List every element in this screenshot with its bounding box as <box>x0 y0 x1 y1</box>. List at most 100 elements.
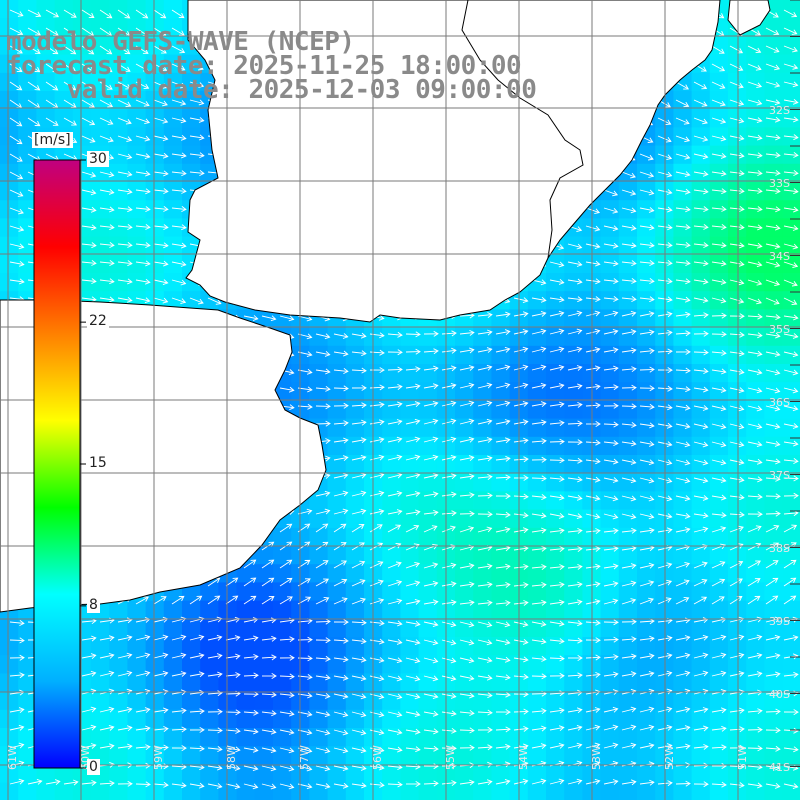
wind-arrow <box>405 561 421 569</box>
wind-arrow <box>207 746 223 753</box>
wind-cell <box>637 655 656 674</box>
wind-cell <box>109 163 128 183</box>
wind-arrow <box>207 764 223 771</box>
wind-arrow <box>9 620 25 627</box>
wind-cell <box>400 709 420 729</box>
wind-arrow <box>225 783 241 790</box>
wind-arrow <box>9 637 25 644</box>
wind-arrow <box>675 188 691 195</box>
wind-cell <box>309 546 329 565</box>
wind-arrow <box>405 711 421 718</box>
wind-arrow <box>729 476 745 483</box>
wind-arrow <box>225 764 241 771</box>
wind-cell <box>345 527 365 547</box>
wind-cell <box>327 600 347 620</box>
wind-cell <box>163 655 183 674</box>
wind-cell <box>546 691 565 711</box>
wind-arrow <box>459 744 475 751</box>
wind-cell <box>163 254 183 274</box>
wind-arrow <box>567 365 583 371</box>
wind-arrow <box>459 692 475 699</box>
wind-cell <box>455 655 474 674</box>
wind-cell <box>527 618 547 638</box>
wind-cell <box>673 764 693 784</box>
lat-label: 36S <box>769 396 790 409</box>
wind-arrow <box>117 206 133 213</box>
wind-cell <box>746 91 765 110</box>
wind-cell <box>200 673 219 693</box>
wind-arrow <box>531 545 547 552</box>
wind-cell <box>218 709 238 729</box>
wind-arrow <box>549 420 565 426</box>
wind-arrow <box>783 635 799 641</box>
wind-arrow <box>171 707 187 714</box>
wind-cell <box>291 746 310 765</box>
wind-arrow <box>621 477 637 484</box>
wind-cell <box>236 728 256 747</box>
wind-arrow <box>477 400 493 407</box>
wind-cell <box>546 400 565 420</box>
wind-arrow <box>549 655 565 662</box>
wind-cell <box>54 54 74 74</box>
wind-cell <box>291 782 310 800</box>
wind-arrow <box>441 510 457 517</box>
wind-cell <box>637 709 656 729</box>
wind-arrow <box>477 657 493 663</box>
wind-arrow <box>639 189 655 196</box>
wind-cell <box>637 546 656 565</box>
wind-cell <box>782 291 800 310</box>
wind-arrow <box>747 242 763 249</box>
lat-label: 33S <box>769 177 790 190</box>
wind-cell <box>764 709 784 729</box>
wind-cell <box>127 254 147 274</box>
wind-arrow <box>261 691 277 698</box>
wind-arrow <box>81 206 97 213</box>
wind-arrow <box>405 580 421 587</box>
wind-arrow <box>711 368 727 375</box>
wind-cell <box>182 618 201 638</box>
wind-cell <box>709 600 729 620</box>
wind-arrow <box>477 779 493 786</box>
wind-cell <box>673 746 693 765</box>
wind-arrow <box>423 710 439 717</box>
wind-arrow <box>783 225 799 231</box>
wind-cell <box>109 236 128 256</box>
wind-arrow <box>765 493 781 500</box>
wind-arrow <box>207 595 221 605</box>
wind-arrow <box>603 189 619 197</box>
wind-arrow <box>99 780 115 787</box>
wind-arrow <box>603 581 619 587</box>
wind-cell <box>709 564 729 583</box>
wind-arrow <box>783 152 799 158</box>
wind-arrow <box>729 707 745 714</box>
wind-arrow <box>135 781 151 788</box>
wind-arrow <box>369 436 385 443</box>
wind-arrow <box>351 579 366 587</box>
wind-arrow <box>423 454 439 461</box>
wind-cell <box>728 764 747 784</box>
wind-cell <box>491 582 511 602</box>
wind-arrow <box>711 260 727 267</box>
wind-arrow <box>747 595 761 605</box>
wind-cell <box>18 709 37 729</box>
wind-arrow <box>603 636 619 643</box>
wind-cell <box>18 145 37 165</box>
wind-cell <box>182 236 201 256</box>
wind-arrow <box>405 401 421 408</box>
wind-cell <box>400 327 420 347</box>
wind-cell <box>109 709 128 729</box>
wind-arrow <box>729 313 745 320</box>
wind-arrow <box>531 512 547 519</box>
wind-arrow <box>711 477 727 483</box>
wind-cell <box>36 109 56 128</box>
wind-arrow <box>261 783 277 790</box>
wind-cell <box>473 637 492 656</box>
wind-cell <box>691 600 711 620</box>
wind-cell <box>728 327 747 347</box>
wind-arrow <box>711 81 726 89</box>
wind-arrow <box>9 153 23 162</box>
wind-cell <box>109 182 128 201</box>
wind-arrow <box>477 364 493 371</box>
wind-arrow <box>315 637 331 644</box>
wind-arrow <box>423 436 439 443</box>
